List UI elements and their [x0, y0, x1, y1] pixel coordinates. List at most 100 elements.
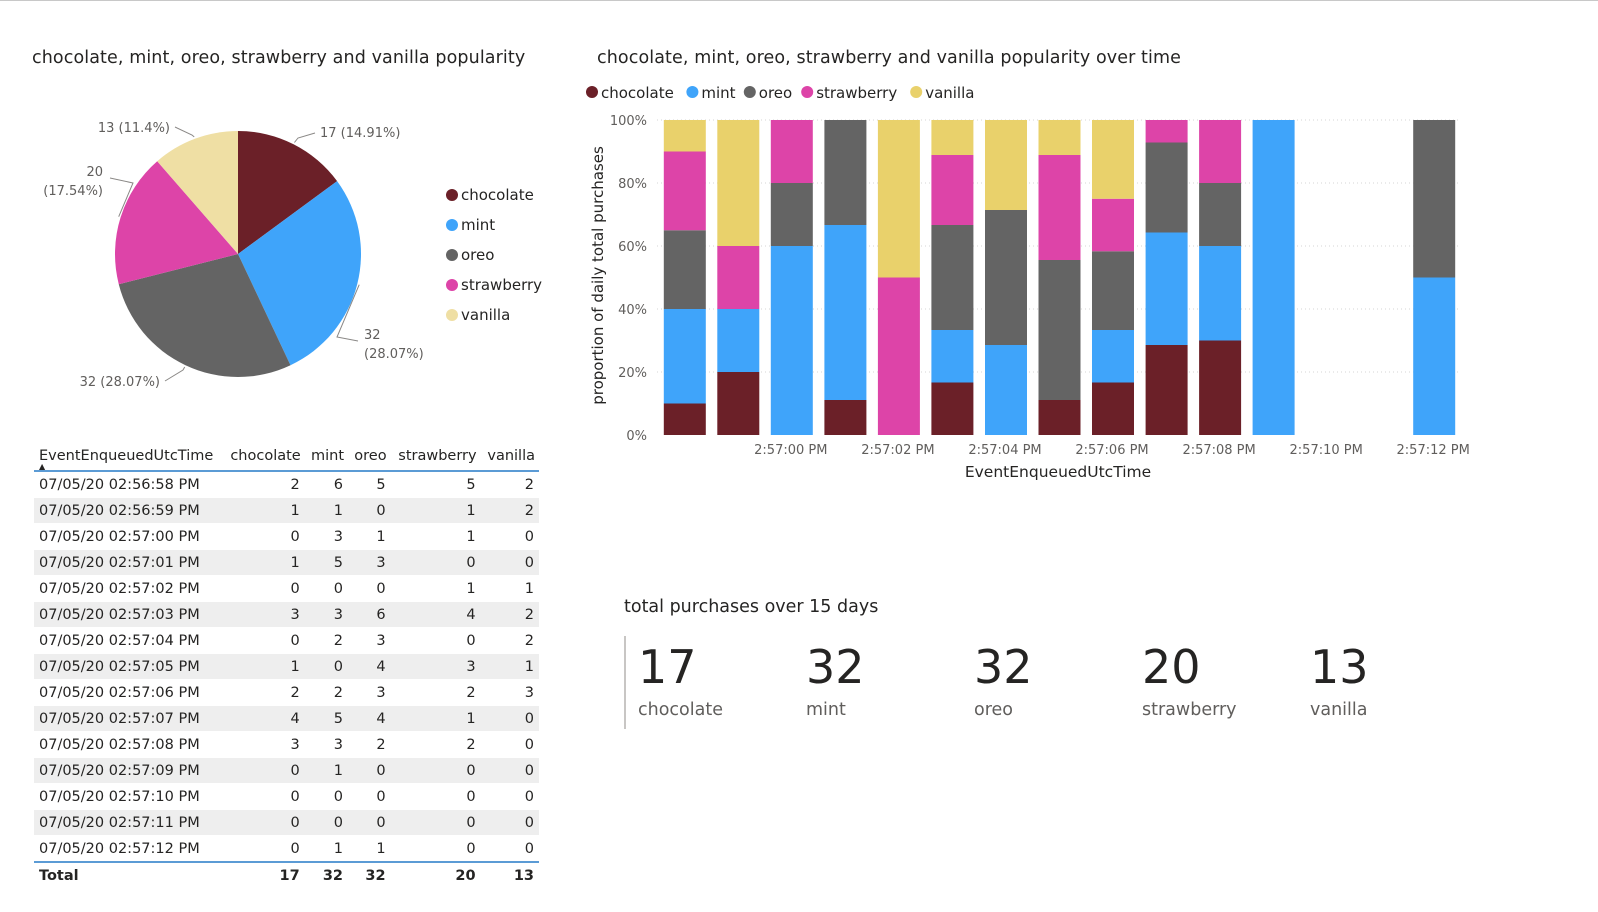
bar-segment-strawberry[interactable] — [1199, 120, 1242, 183]
column-header-strawberry[interactable]: strawberry — [398, 448, 477, 464]
bar-segment-strawberry[interactable] — [770, 120, 813, 183]
table-row[interactable]: 07/05/20 02:57:04 PM 0 2 3 0 2 — [34, 628, 539, 654]
table-row[interactable]: 07/05/20 02:57:03 PM 3 3 6 4 2 — [34, 601, 539, 628]
bar-segment-mint[interactable] — [770, 246, 813, 435]
legend-label: oreo — [461, 246, 494, 264]
pie-slice-chocolate[interactable] — [238, 131, 338, 254]
bar-segment-mint[interactable] — [931, 330, 974, 383]
column-header-vanilla[interactable]: vanilla — [487, 448, 535, 464]
pie-slice-strawberry[interactable] — [114, 161, 238, 285]
pie-slice-oreo[interactable] — [118, 254, 291, 378]
bar-segment-strawberry[interactable] — [717, 246, 760, 309]
bar-segment-oreo[interactable] — [770, 183, 813, 246]
bar-segment-chocolate[interactable] — [1092, 382, 1134, 436]
table-row[interactable]: 07/05/20 02:57:02 PM 0 0 0 1 1 — [34, 576, 539, 602]
pie-slice-vanilla[interactable] — [157, 131, 238, 254]
data-table[interactable]: EventEnqueuedUtcTime ▲ chocolate mint or… — [34, 448, 539, 889]
card-vanilla[interactable]: 13 vanilla — [1310, 642, 1470, 720]
bar-legend-item-vanilla[interactable]: vanilla — [910, 84, 974, 102]
column-header-oreo[interactable]: oreo — [354, 448, 387, 464]
pie-legend-item-oreo[interactable]: oreo — [446, 246, 494, 264]
bar-segment-vanilla[interactable] — [717, 120, 760, 246]
bar-legend-item-oreo[interactable]: oreo — [743, 84, 792, 102]
table-row[interactable]: 07/05/20 02:57:09 PM 0 1 0 0 0 — [34, 757, 539, 784]
bar-segment-oreo[interactable] — [663, 230, 706, 309]
pie-legend-item-vanilla[interactable]: vanilla — [446, 306, 510, 324]
bar-segment-oreo[interactable] — [824, 120, 867, 225]
pie-chart-title: chocolate, mint, oreo, strawberry and va… — [32, 48, 526, 68]
bar-segment-chocolate[interactable] — [931, 382, 974, 436]
bar-segment-strawberry[interactable] — [663, 151, 706, 231]
pie-chart[interactable]: 17 (14.91%) 32 (28.07%) 32 (28.07%) 20 (17.54… — [0, 95, 570, 405]
bar-segment-vanilla[interactable] — [1092, 120, 1134, 199]
bar-segment-chocolate[interactable] — [1145, 345, 1188, 435]
bar-segment-mint[interactable] — [1092, 330, 1134, 383]
table-row[interactable]: 07/05/20 02:57:12 PM 0 1 1 0 0 — [34, 836, 539, 862]
bar-legend-item-strawberry[interactable]: strawberry — [801, 84, 897, 102]
stacked-bar-chart[interactable]: chocolate mint oreo strawberry vanilla 0% 20% 4… — [585, 75, 1485, 495]
bar-segment-vanilla[interactable] — [663, 120, 706, 152]
bar-segment-vanilla[interactable] — [985, 120, 1027, 210]
table-row[interactable]: 07/05/20 02:57:07 PM 4 5 4 1 0 — [34, 705, 539, 732]
bar-legend-item-chocolate[interactable]: chocolate — [586, 84, 674, 102]
bar-segment-vanilla[interactable] — [877, 120, 920, 278]
bar-segment-vanilla[interactable] — [931, 120, 974, 155]
bar-segment-chocolate[interactable] — [717, 372, 760, 435]
card-label: strawberry — [1142, 700, 1237, 720]
column-header-time[interactable]: EventEnqueuedUtcTime ▲ — [39, 448, 214, 471]
card-value: 32 — [974, 640, 1033, 694]
table-row[interactable]: 07/05/20 02:57:11 PM 0 0 0 0 0 — [34, 809, 539, 836]
table-row[interactable]: 07/05/20 02:56:59 PM 1 1 0 1 2 — [34, 497, 539, 524]
pie-legend-item-strawberry[interactable]: strawberry — [446, 276, 542, 294]
card-oreo[interactable]: 32 oreo — [974, 642, 1134, 720]
cell-chocolate: 3 — [290, 606, 300, 623]
bar-segment-mint[interactable] — [717, 309, 760, 372]
table-row[interactable]: 07/05/20 02:57:10 PM 0 0 0 0 0 — [34, 784, 539, 810]
bar-segment-oreo[interactable] — [1145, 142, 1188, 233]
card-mint[interactable]: 32 mint — [806, 642, 966, 720]
sort-ascending-icon[interactable]: ▲ — [39, 462, 46, 471]
cell-mint: 2 — [333, 684, 344, 701]
bar-segment-mint[interactable] — [1145, 232, 1188, 346]
cell-time: 07/05/20 02:57:04 PM — [39, 632, 200, 649]
card-strawberry[interactable]: 20 strawberry — [1142, 642, 1302, 720]
bar-segment-strawberry[interactable] — [877, 277, 920, 436]
bar-segment-chocolate[interactable] — [824, 400, 867, 435]
bar-segment-strawberry[interactable] — [931, 155, 974, 225]
legend-label: chocolate — [461, 186, 534, 204]
pie-legend-item-chocolate[interactable]: chocolate — [446, 186, 534, 204]
bar-segment-mint[interactable] — [1252, 120, 1295, 435]
bar-segment-strawberry[interactable] — [1092, 198, 1134, 252]
bar-segment-chocolate[interactable] — [1199, 340, 1242, 436]
bar-segment-mint[interactable] — [824, 225, 867, 400]
bar-segment-oreo[interactable] — [931, 225, 974, 330]
bar-segment-mint[interactable] — [1413, 277, 1456, 436]
table-row[interactable]: 07/05/20 02:57:05 PM 1 0 4 3 1 — [34, 653, 539, 680]
cell-mint: 5 — [333, 710, 344, 727]
bar-segment-chocolate[interactable] — [1038, 400, 1081, 435]
pie-slice-mint[interactable] — [238, 181, 361, 366]
table-row[interactable]: 07/05/20 02:57:06 PM 2 2 3 2 3 — [34, 680, 539, 706]
bar-segment-oreo[interactable] — [1038, 260, 1081, 400]
bar-segment-oreo[interactable] — [1199, 183, 1242, 246]
bar-segment-chocolate[interactable] — [663, 403, 706, 436]
bar-legend-item-mint[interactable]: mint — [686, 84, 736, 102]
bar-segment-mint[interactable] — [1199, 246, 1242, 341]
bar-segment-oreo[interactable] — [1092, 251, 1134, 330]
bar-segment-vanilla[interactable] — [1038, 120, 1081, 155]
cell-time: 07/05/20 02:57:06 PM — [39, 684, 200, 701]
table-row[interactable]: 07/05/20 02:57:08 PM 3 3 2 2 0 — [34, 732, 539, 758]
bar-segment-oreo[interactable] — [985, 210, 1027, 345]
table-row[interactable]: 07/05/20 02:57:00 PM 0 3 1 1 0 — [34, 524, 539, 550]
bar-segment-oreo[interactable] — [1413, 120, 1456, 278]
bar-segment-mint[interactable] — [663, 309, 706, 404]
pie-legend-item-mint[interactable]: mint — [446, 216, 495, 234]
bar-segment-mint[interactable] — [985, 345, 1027, 435]
table-row[interactable]: 07/05/20 02:57:01 PM 1 5 3 0 0 — [34, 549, 539, 576]
column-header-chocolate[interactable]: chocolate — [230, 448, 301, 464]
bar-segment-strawberry[interactable] — [1145, 120, 1188, 143]
column-header-mint[interactable]: mint — [311, 448, 345, 464]
bar-segment-strawberry[interactable] — [1038, 155, 1081, 260]
card-chocolate[interactable]: 17 chocolate — [638, 642, 798, 720]
table-row[interactable]: 07/05/20 02:56:58 PM 2 6 5 5 2 — [34, 471, 539, 498]
